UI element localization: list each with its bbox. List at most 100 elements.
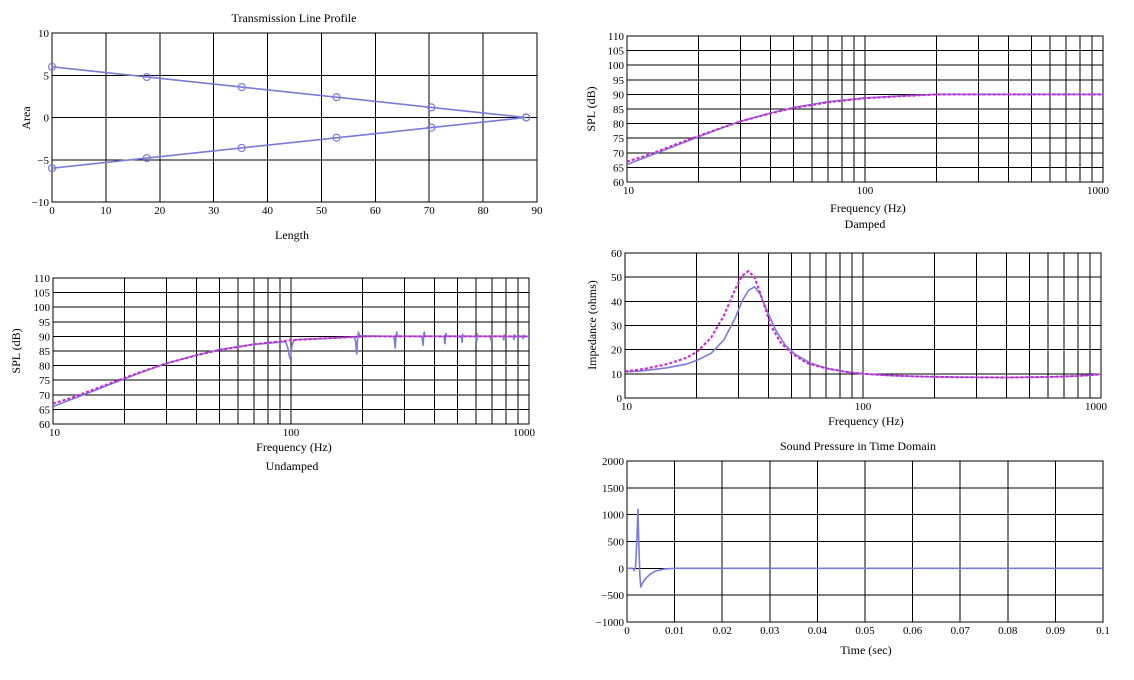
damped-series-2-line [626, 93, 1103, 163]
undamped-series-2-line [52, 335, 529, 405]
y-tick-label: 50 [611, 272, 623, 284]
profile-series-2-point [142, 153, 151, 163]
y-tick-label: 65 [39, 404, 51, 416]
x-tick-label: 0 [49, 205, 55, 217]
x-tick-label: 80 [478, 205, 490, 217]
x-tick-label: 10 [621, 401, 633, 413]
impedance-grid [624, 252, 1102, 399]
y-tick-label: 105 [34, 288, 51, 300]
x-tick-label: 0.04 [808, 625, 828, 637]
y-tick-label: 100 [34, 302, 51, 314]
x-tick-label: 1000 [513, 427, 536, 439]
x-tick-label: 10 [623, 185, 635, 197]
y-tick-label: 110 [608, 31, 625, 43]
y-axis-label: Impedance (ohms) [585, 280, 599, 370]
y-tick-label: 2000 [602, 456, 625, 468]
y-tick-label: 85 [613, 104, 625, 116]
x-tick-label: 1000 [1085, 401, 1108, 413]
y-tick-label: 1500 [602, 483, 625, 495]
y-tick-label: −5 [37, 155, 49, 167]
y-tick-label: 40 [611, 296, 623, 308]
x-axis-label: Time (sec) [840, 643, 891, 657]
x-tick-label: 0.06 [903, 625, 923, 637]
profile-series-1-point [332, 93, 341, 102]
timedomain-chart: 0 0.01 0.02 0.03 0.04 0.05 0.06 0.07 0.08 0.09 0.1… [596, 439, 1110, 657]
y-tick-label: 65 [613, 162, 625, 174]
timedomain-plot-frame [626, 460, 1104, 623]
profile-chart: 0 10 20 30 40 50 60 70 80 90 −10 −5 0 5 10 Transmission… [19, 11, 543, 242]
x-tick-label: 0.07 [951, 625, 971, 637]
profile-series-2-point [522, 113, 531, 122]
y-tick-label: 5 [44, 70, 50, 82]
x-tick-label: 0.03 [760, 625, 780, 637]
profile-series-2-point [47, 164, 57, 173]
profile-series-1-point [427, 103, 436, 112]
chart-title: Transmission Line Profile [232, 11, 357, 25]
x-tick-label: 0.08 [998, 625, 1018, 637]
y-tick-label: −1000 [596, 617, 625, 629]
y-tick-label: 60 [39, 419, 51, 431]
y-tick-label: 1000 [602, 510, 625, 522]
y-tick-label: 0 [44, 113, 50, 125]
y-tick-label: 30 [611, 321, 623, 333]
y-tick-label: 75 [613, 133, 625, 145]
x-tick-label: 50 [316, 205, 328, 217]
profile-series-1-line [51, 66, 527, 119]
y-tick-label: 105 [608, 46, 625, 58]
x-tick-label: 0.05 [855, 625, 875, 637]
y-tick-label: 70 [39, 390, 51, 402]
profile-grid [51, 32, 538, 203]
x-axis-label: Frequency (Hz) [830, 201, 906, 215]
x-tick-label: 0.09 [1046, 625, 1066, 637]
y-tick-label: 110 [34, 273, 51, 285]
y-tick-label: 80 [613, 119, 625, 131]
chart-subtitle: Damped [845, 217, 886, 231]
y-tick-label: 100 [608, 60, 625, 72]
damped-plot-frame [626, 35, 1104, 183]
x-tick-label: 0.1 [1096, 625, 1110, 637]
impedance-series-1-line [624, 286, 1102, 379]
y-tick-label: 60 [613, 177, 625, 189]
chart-title: Sound Pressure in Time Domain [780, 439, 936, 453]
y-axis-label: SPL (dB) [9, 328, 23, 373]
x-tick-label: 70 [424, 205, 436, 217]
y-tick-label: 500 [608, 537, 625, 549]
x-axis-label: Frequency (Hz) [828, 414, 904, 428]
y-tick-label: 75 [39, 375, 51, 387]
y-tick-label: 95 [613, 75, 625, 87]
damped-grid [626, 35, 1104, 183]
chart-subtitle: Undamped [266, 459, 319, 473]
profile-series-1-point [142, 72, 151, 82]
y-tick-label: 85 [39, 346, 51, 358]
profile-series-1-point [47, 62, 57, 71]
y-tick-label: 80 [39, 361, 51, 373]
x-tick-label: 30 [208, 205, 220, 217]
undamped-plot-frame [52, 277, 530, 425]
y-tick-label: 95 [39, 317, 51, 329]
x-tick-label: 40 [262, 205, 274, 217]
x-tick-label: 100 [283, 427, 300, 439]
impedance-series-2-line [624, 270, 1102, 379]
profile-series-2-line [51, 116, 527, 169]
profile-series-2-point [237, 143, 246, 153]
profile-series-1-point [237, 82, 246, 92]
x-tick-label: 100 [857, 185, 874, 197]
y-tick-label: 0 [619, 563, 625, 575]
x-tick-label: 90 [532, 205, 544, 217]
y-axis-label: Area [19, 106, 33, 130]
y-tick-label: 0 [617, 393, 623, 405]
y-tick-label: 10 [38, 28, 50, 40]
x-tick-label: 0.02 [713, 625, 732, 637]
y-tick-label: 60 [611, 248, 623, 260]
timedomain-series-1-line [627, 508, 1103, 588]
y-tick-label: 70 [613, 148, 625, 160]
x-tick-label: 10 [49, 427, 61, 439]
x-tick-label: 0 [624, 625, 630, 637]
profile-plot-frame [51, 32, 538, 203]
y-tick-label: 10 [611, 369, 623, 381]
x-axis-label: Frequency (Hz) [256, 440, 332, 454]
x-axis-label: Length [275, 228, 309, 242]
x-tick-label: 60 [370, 205, 382, 217]
y-tick-label: −500 [601, 590, 624, 602]
